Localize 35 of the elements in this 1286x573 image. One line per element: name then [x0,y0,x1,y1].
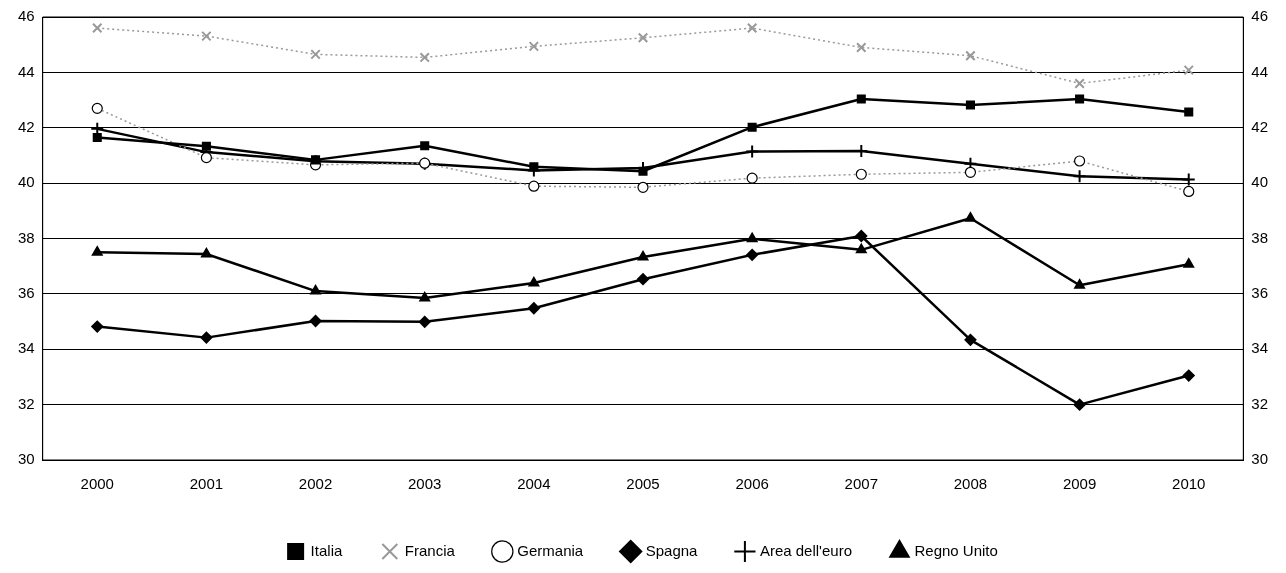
y-tick-label: 34 [18,339,35,357]
legend-label: Germania [517,541,584,559]
y-tick-label: 42 [18,117,35,135]
y2-tick-label: 40 [1251,173,1268,191]
x-tick-label: 2007 [844,475,878,493]
y-tick-label: 46 [18,7,35,25]
y-tick-label: 30 [18,450,35,468]
x-tick-label: 2000 [80,475,114,493]
legend-label: Italia [310,541,343,559]
y2-tick-label: 44 [1251,62,1268,80]
y2-tick-label: 32 [1251,394,1268,412]
y-tick-label: 36 [18,284,35,302]
x-tick-label: 2002 [298,475,333,493]
y2-tick-label: 46 [1251,7,1268,25]
legend-label: Spagna [645,541,699,559]
x-tick-label: 2006 [735,475,769,493]
legend-label: Area dell'euro [759,541,852,559]
y-tick-label: 38 [18,228,35,246]
legend-label: Regno Unito [914,541,998,559]
y2-tick-label: 42 [1251,117,1268,135]
y2-tick-label: 36 [1251,284,1268,302]
x-tick-label: 2004 [517,475,551,493]
y2-tick-label: 34 [1251,339,1268,357]
x-tick-label: 2009 [1062,475,1097,493]
y2-tick-label: 30 [1251,450,1268,468]
x-tick-label: 2010 [1172,475,1206,493]
legend-label: Francia [404,541,456,559]
x-tick-label: 2003 [408,475,442,493]
y-tick-label: 32 [18,394,35,412]
y-tick-label: 40 [18,173,35,191]
x-tick-label: 2001 [189,475,224,493]
y2-tick-label: 38 [1251,228,1268,246]
x-tick-label: 2008 [953,475,988,493]
x-tick-label: 2005 [626,475,660,493]
y-tick-label: 44 [18,62,35,80]
